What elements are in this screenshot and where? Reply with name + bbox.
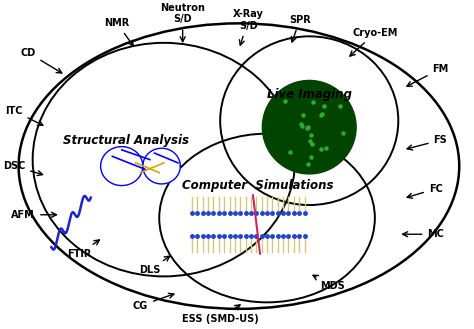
Text: FC: FC bbox=[407, 184, 443, 198]
Text: Structural Analysis: Structural Analysis bbox=[64, 134, 190, 147]
Text: MC: MC bbox=[402, 229, 444, 239]
Text: FM: FM bbox=[407, 64, 448, 86]
Text: SPR: SPR bbox=[289, 15, 311, 42]
Text: FTIR: FTIR bbox=[67, 240, 100, 259]
Text: Cryo-EM: Cryo-EM bbox=[350, 28, 398, 56]
Text: FS: FS bbox=[407, 135, 447, 150]
Text: X-Ray
S/D: X-Ray S/D bbox=[233, 9, 264, 45]
Text: ITC: ITC bbox=[5, 106, 43, 125]
Text: Neutron
S/D: Neutron S/D bbox=[160, 3, 205, 42]
Text: CG: CG bbox=[133, 293, 174, 311]
Text: DLS: DLS bbox=[139, 256, 170, 275]
Text: AFM: AFM bbox=[11, 210, 56, 220]
Text: ESS (SMD-US): ESS (SMD-US) bbox=[182, 305, 258, 324]
Polygon shape bbox=[143, 148, 180, 184]
Text: NMR: NMR bbox=[104, 18, 133, 46]
Ellipse shape bbox=[262, 80, 356, 174]
Text: Live Imaging: Live Imaging bbox=[267, 88, 352, 101]
Polygon shape bbox=[100, 147, 143, 186]
Text: DSC: DSC bbox=[3, 161, 43, 176]
Text: CD: CD bbox=[20, 48, 62, 73]
Text: Computer  Simulations: Computer Simulations bbox=[182, 179, 333, 192]
Text: MDS: MDS bbox=[313, 275, 345, 291]
